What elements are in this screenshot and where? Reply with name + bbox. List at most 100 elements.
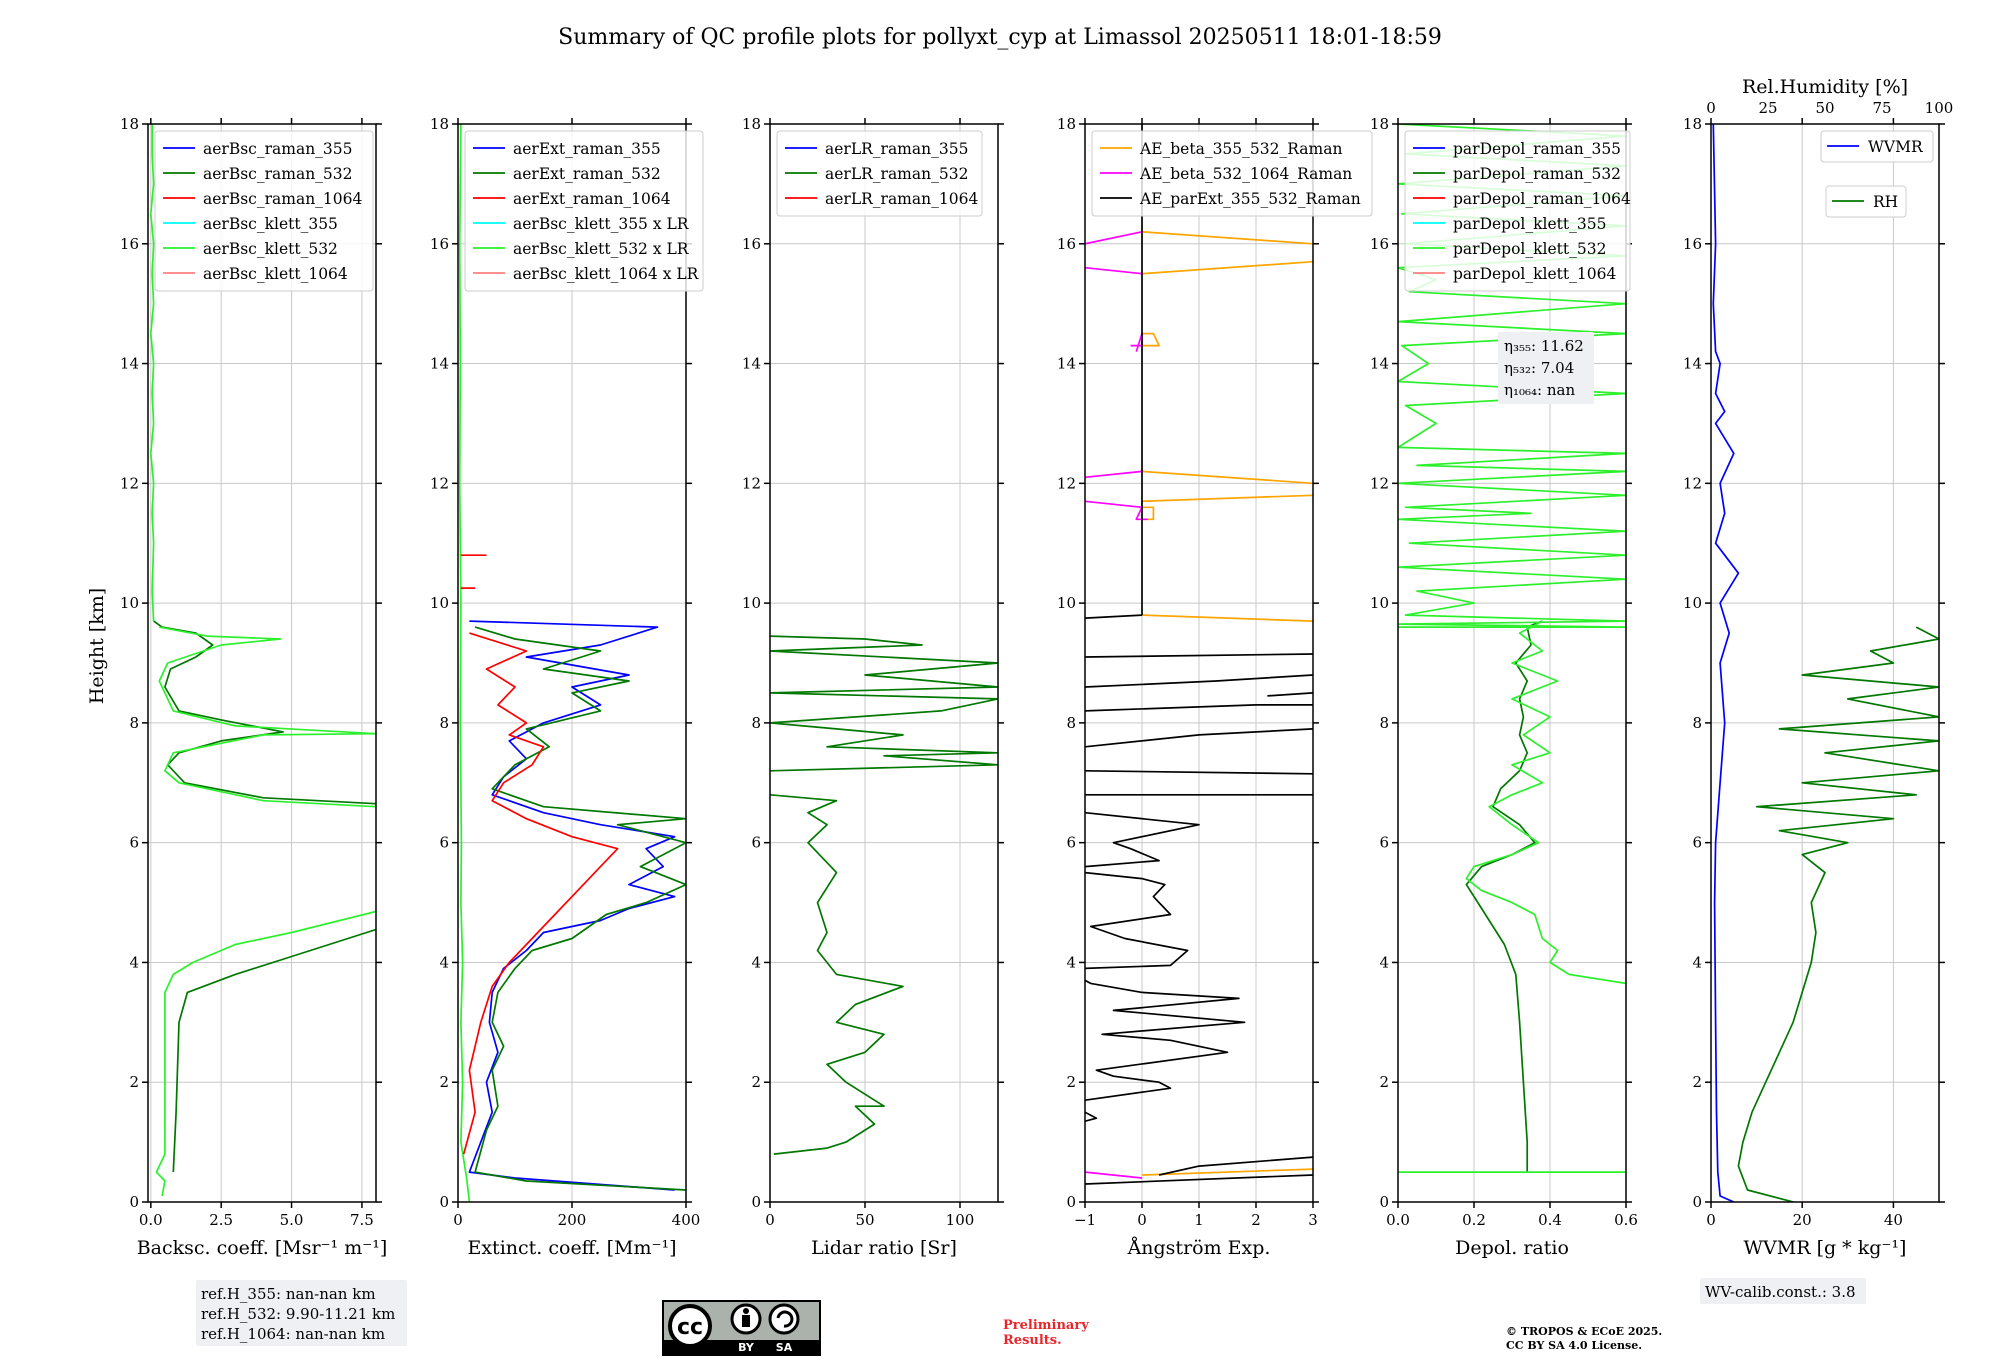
sa-icon [768, 1303, 800, 1335]
ref-height-355: ref.H_355: nan-nan km [201, 1285, 376, 1303]
by-icon-body [742, 1315, 750, 1327]
preliminary-line-1: Preliminary [1003, 1318, 1089, 1333]
y-tick-label: 14 [430, 355, 449, 373]
y-tick-label: 2 [439, 1073, 449, 1091]
by-icon-head [743, 1308, 749, 1314]
top-tick-label: 75 [1872, 99, 1891, 117]
legend-label: aerBsc_raman_532 [203, 165, 353, 183]
legend-label: aerBsc_klett_532 [203, 240, 338, 258]
wv-calib-text: WV-calib.const.: 3.8 [1705, 1283, 1856, 1301]
series-ext-aerext-raman-355-1 [468, 620, 676, 1191]
legend-box-ae [1091, 130, 1373, 217]
x-tick-label: 7.5 [350, 1211, 374, 1229]
legend-label: aerExt_raman_532 [513, 165, 661, 183]
series-ae-ae-beta-532-1064-raman-11 [1085, 266, 1143, 275]
y-tick-label: 16 [1057, 235, 1076, 253]
series-ae-ae-beta-355-532-raman-3 [1141, 470, 1313, 485]
x-tick-label: 50 [855, 1211, 874, 1229]
x-tick-label: 0 [1706, 1211, 1716, 1229]
y-tick-label: 4 [439, 953, 449, 971]
y-tick-label: 12 [1370, 474, 1389, 492]
eta-annotation-box [1498, 332, 1594, 404]
x-tick-label: 2.5 [209, 1211, 233, 1229]
x-tick-label: 0 [453, 1211, 463, 1229]
series-ext-aerext-raman-1064-3 [462, 632, 619, 1155]
axes-frame-bsc [147, 123, 377, 1203]
y-tick-label: 14 [1057, 355, 1076, 373]
series-bsc-aerbsc-klett-532-3 [158, 626, 376, 808]
y-tick-label: 16 [120, 235, 139, 253]
y-tick-label: 18 [1057, 115, 1076, 133]
y-tick-label: 18 [430, 115, 449, 133]
legend-label: AE_parExt_355_532_Raman [1139, 190, 1361, 208]
y-tick-label: 18 [120, 115, 139, 133]
legend-wvmr-label: WVMR [1868, 138, 1924, 156]
y-tick-label: 18 [1370, 115, 1389, 133]
x-tick-label: 0.0 [139, 1211, 163, 1229]
y-tick-label: 8 [751, 714, 761, 732]
legend-box-ext [464, 130, 704, 292]
eta-annotation-line: η₁₀₆₄: nan [1504, 381, 1575, 399]
series-ae-ae-beta-355-532-raman-1 [1141, 614, 1313, 622]
y-tick-label: 2 [1066, 1073, 1076, 1091]
x-axis-label-wv: WVMR [g * kg⁻¹] [1744, 1237, 1907, 1259]
copyright-line-1: © TROPOS & ECoE 2025. [1506, 1325, 1662, 1338]
series-dep-pardepol-raman-532-0 [1465, 620, 1543, 1173]
x-axis-label-ext: Extinct. coeff. [Mm⁻¹] [467, 1237, 676, 1259]
y-tick-label: 4 [1066, 953, 1076, 971]
series-ae-ae-beta-355-532-raman-4 [1142, 332, 1160, 347]
ref-height-box: ref.H_355: nan-nan km ref.H_532: 9.90-11… [196, 1280, 407, 1346]
legend-label: aerBsc_raman_355 [203, 140, 353, 158]
top-tick-label: 0 [1706, 99, 1716, 117]
legend-box-dep [1404, 130, 1631, 292]
legend-box-lr [776, 130, 983, 217]
series-ae-ae-beta-355-532-raman-5 [1141, 260, 1313, 275]
legend-wvmr-box [1820, 130, 1934, 163]
series-bsc-aerbsc-klett-532-4 [149, 124, 155, 622]
series-ext-aerbsc-klett-532-x-lr-0 [458, 124, 471, 1202]
series-bsc-aerbsc-klett-532-2 [155, 910, 376, 1197]
y-tick-label: 10 [1370, 594, 1389, 612]
legend-label: parDepol_klett_532 [1453, 240, 1606, 258]
series-ae-ae-parext-355-532-raman-16 [1158, 1156, 1313, 1176]
series-dep-pardepol-klett-532-3 [1398, 124, 1626, 628]
legend-label: AE_beta_532_1064_Raman [1139, 165, 1352, 183]
y-tick-label: 10 [1057, 594, 1076, 612]
series-group-lr [770, 635, 998, 1155]
y-tick-label: 14 [120, 355, 139, 373]
series-ae-ae-beta-532-1064-raman-8 [1085, 500, 1148, 521]
y-tick-label: 18 [1683, 115, 1702, 133]
legend-label: aerBsc_klett_1064 x LR [513, 265, 700, 283]
series-ae-ae-beta-532-1064-raman-12 [1085, 230, 1143, 245]
y-tick-label: 12 [742, 474, 761, 492]
y-tick-label: 4 [1692, 953, 1702, 971]
x-tick-label: 20 [1793, 1211, 1812, 1229]
series-ae-ae-parext-355-532-raman-19 [1085, 871, 1189, 970]
x-tick-label: 0.2 [1462, 1211, 1486, 1229]
y-tick-label: 16 [1370, 235, 1389, 253]
x-tick-label: −1 [1074, 1211, 1096, 1229]
series-ae-ae-beta-355-532-raman-6 [1141, 230, 1313, 245]
y-tick-label: 4 [751, 953, 761, 971]
x-tick-label: 100 [946, 1211, 975, 1229]
y-tick-label: 10 [120, 594, 139, 612]
y-tick-label: 2 [1692, 1073, 1702, 1091]
x-tick-label: 400 [672, 1211, 701, 1229]
x-tick-label: 0 [765, 1211, 775, 1229]
legend-label: aerBsc_klett_1064 [203, 265, 348, 283]
wv-calib-box: WV-calib.const.: 3.8 [1700, 1278, 1866, 1304]
panel-dep: 0 2 4 6 8 10 12 14 16 18 0.0 0.2 0.4 0.6 Depol. ratio p… [1370, 115, 1638, 1259]
legend-label: aerLR_raman_1064 [825, 190, 978, 208]
legend-label: aerBsc_klett_355 [203, 215, 338, 233]
ref-height-box-bg [196, 1280, 407, 1346]
legend-rh-label: RH [1873, 193, 1898, 211]
series-ae-ae-parext-355-532-raman-15 [1085, 1174, 1313, 1185]
series-ae-ae-parext-355-532-raman-20 [1085, 811, 1200, 868]
legend-label: parDepol_raman_1064 [1453, 190, 1631, 208]
y-tick-label: 2 [1379, 1073, 1389, 1091]
legend-label: aerLR_raman_355 [825, 140, 968, 158]
series-dep-pardepol-klett-532-2 [1465, 620, 1626, 985]
y-tick-label: 12 [120, 474, 139, 492]
